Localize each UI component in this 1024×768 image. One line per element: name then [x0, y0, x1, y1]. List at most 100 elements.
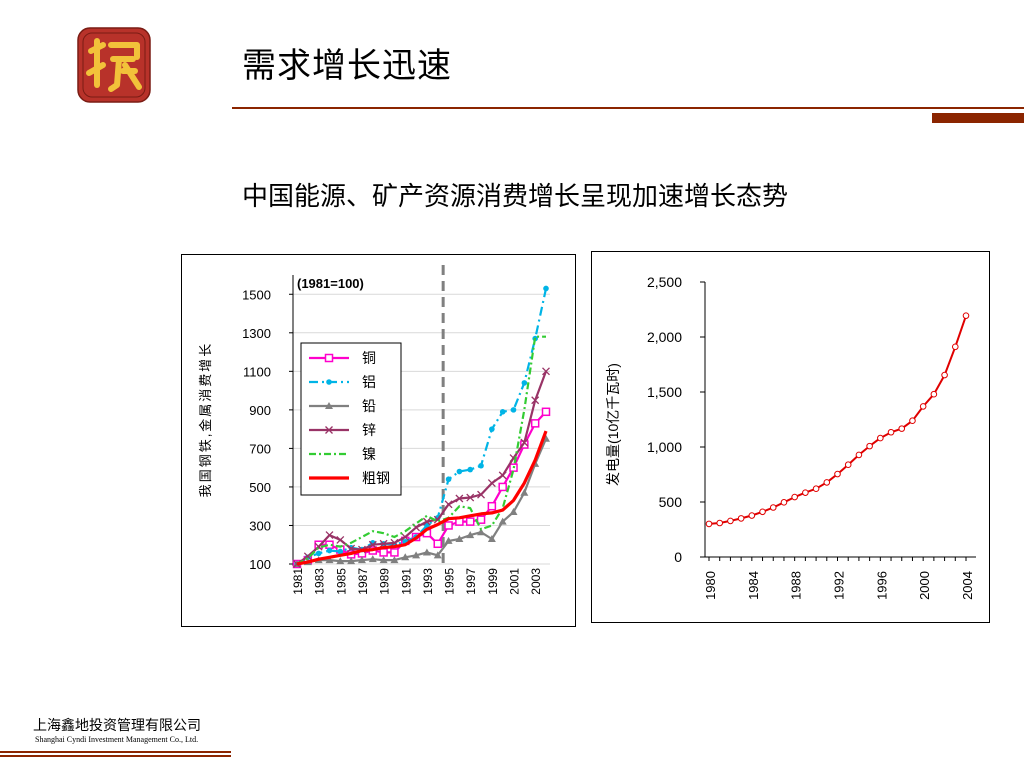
page-title: 需求增长迅速	[242, 46, 452, 86]
data-point-b	[325, 531, 334, 540]
data-point	[390, 556, 399, 564]
legend-entry: 镍	[362, 446, 376, 462]
data-point	[509, 507, 518, 515]
data-point-b	[379, 539, 388, 548]
data-point	[314, 542, 323, 551]
data-point	[412, 551, 421, 559]
data-point-b	[433, 515, 442, 524]
data-point	[476, 515, 486, 524]
data-point	[379, 548, 388, 557]
data-point	[337, 548, 344, 555]
data-point-b	[422, 517, 431, 526]
data-point-b	[520, 438, 529, 447]
x-tick-label: 1989	[378, 568, 392, 595]
data-point	[520, 438, 529, 447]
series-line-3	[296, 370, 548, 565]
data-point	[325, 556, 334, 564]
x-tick-label: 2003	[529, 568, 543, 595]
y-tick-label: 500	[249, 480, 271, 495]
data-point	[877, 434, 884, 442]
data-point	[433, 539, 442, 549]
data-point	[498, 482, 507, 492]
header-rule	[232, 107, 1024, 109]
y-tick-label: 1500	[242, 287, 271, 302]
y-tick-label: 100	[249, 557, 271, 572]
data-point-b	[390, 538, 399, 547]
data-point-b	[368, 540, 377, 549]
seal-logo-icon	[77, 27, 151, 103]
data-point	[780, 499, 788, 506]
data-point	[336, 557, 345, 565]
y-tick-label: 2,000	[647, 329, 682, 345]
legend-marker	[325, 426, 333, 434]
data-point	[401, 533, 410, 541]
company-name-en: Shanghai Cyndi Investment Management Co.…	[35, 735, 199, 744]
data-point-b	[477, 490, 486, 499]
data-point	[499, 408, 506, 415]
data-point	[325, 531, 334, 540]
data-point	[705, 520, 713, 528]
data-point	[444, 500, 453, 509]
y-axis-label: 我国钢铁,金属消费增长	[198, 342, 213, 498]
data-point	[487, 479, 496, 488]
data-point	[478, 462, 484, 469]
y-tick-label: 1,500	[647, 384, 682, 400]
data-point	[919, 403, 927, 410]
data-point-b	[347, 544, 356, 553]
data-point	[716, 519, 724, 527]
x-tick-label: 2001	[508, 568, 522, 595]
x-tick-label: 1995	[443, 568, 457, 595]
data-point-b	[531, 396, 540, 405]
data-point	[347, 557, 356, 565]
data-point	[390, 548, 399, 557]
data-point	[844, 461, 852, 469]
metals-consumption-chart: 100 300 500 700 900 1100 1300 1500 1981 1983 1985 1…	[181, 254, 576, 627]
data-point	[444, 536, 453, 544]
data-point	[326, 547, 333, 554]
data-point	[930, 390, 938, 398]
data-point	[445, 476, 452, 483]
data-point	[748, 512, 756, 519]
chart-annotation: (1981=100)	[297, 276, 364, 291]
data-point	[812, 485, 820, 492]
data-point	[336, 535, 345, 544]
data-point	[444, 521, 453, 530]
x-tick-label: 1984	[746, 571, 761, 600]
y-tick-label: 500	[659, 494, 683, 510]
data-point-b	[498, 471, 507, 480]
data-point	[315, 550, 322, 557]
data-point-b	[412, 523, 421, 532]
data-point	[347, 544, 356, 553]
x-tick-label: 1991	[399, 568, 413, 595]
data-point	[368, 555, 377, 563]
data-point	[368, 540, 377, 549]
series-line-4	[296, 335, 546, 565]
data-point	[759, 508, 766, 516]
y-tick-label: 0	[674, 549, 682, 565]
series-line-5	[296, 430, 548, 566]
data-point	[802, 489, 809, 496]
company-name-cn: 上海鑫地投资管理有限公司	[33, 718, 201, 734]
legend-entry: 锌	[362, 422, 376, 438]
data-point	[379, 556, 388, 564]
x-tick-label: 1988	[789, 571, 804, 600]
y-tick-label: 1,000	[647, 439, 682, 455]
data-point	[909, 417, 916, 425]
data-point	[521, 380, 528, 386]
x-tick-label: 1985	[334, 568, 348, 595]
metals-chart-svg: 100 300 500 700 900 1100 1300 1500 1981 1983 1985 1…	[198, 265, 551, 595]
x-tick-label: 1992	[832, 571, 847, 600]
y-axis-label: 发电量(10亿千瓦时)	[605, 363, 621, 486]
data-point-b	[455, 494, 464, 503]
x-tick-label: 1996	[874, 571, 889, 600]
legend-box	[300, 342, 402, 496]
data-point	[769, 504, 777, 511]
x-tick-label: 1983	[313, 568, 327, 595]
electricity-generation-chart: 0 500 1,000 1,500 2,000 2,500 1980 1984 1988 1992…	[591, 251, 990, 623]
x-tick-label: 1993	[421, 568, 435, 595]
legend-entry: 粗钢	[362, 470, 390, 486]
legend-marker	[324, 353, 334, 363]
data-point	[520, 488, 529, 496]
legend-entry: 铅	[362, 398, 376, 414]
